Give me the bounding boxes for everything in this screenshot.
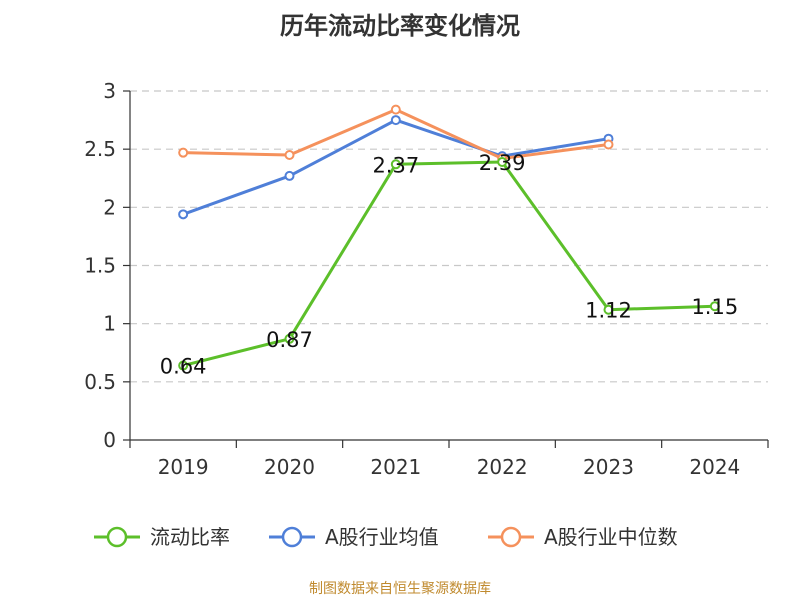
data-point [284,149,295,160]
axes: 0 0.5 1 1.5 2 2.5 3 2019 2020 2021 2022 2023 2024 [84,79,769,479]
series-lines [178,104,720,371]
legend-item[interactable]: A股行业均值 [269,525,439,549]
legend-item[interactable]: A股行业中位数 [488,525,678,549]
data-point [709,301,720,312]
x-tick-label: 2021 [370,455,421,479]
x-tick-label: 2023 [583,455,634,479]
data-label: 1.15 [691,295,738,319]
data-point [284,333,295,344]
y-tick-label: 2 [103,195,116,219]
data-point [390,159,401,170]
chart-source: 制图数据来自恒生聚源数据库 [309,581,491,597]
legend-label: A股行业中位数 [544,525,678,549]
y-tick-label: 0 [103,428,116,452]
data-label: 2.37 [372,153,419,177]
data-point [178,209,189,220]
data-point [390,115,401,126]
legend-label: A股行业均值 [325,525,439,549]
x-tick-label: 2024 [689,455,740,479]
data-point [178,360,189,371]
data-label: 0.64 [160,355,207,379]
legend-marker [281,526,303,548]
x-tick-label: 2020 [264,455,315,479]
legend-marker [500,526,522,548]
legend-label: 流动比率 [150,525,230,549]
data-point [178,147,189,158]
data-labels: 0.64 0.87 2.37 2.39 1.12 1.15 [160,151,738,379]
x-tick-label: 2019 [158,455,209,479]
grid-lines [130,90,768,383]
data-point [603,139,614,150]
y-tick-label: 1 [103,312,116,336]
data-point [390,104,401,115]
legend[interactable]: 流动比率 A股行业均值 A股行业中位数 [94,525,678,549]
data-label: 1.12 [585,299,632,323]
series-line [182,160,715,368]
data-label: 0.87 [266,328,313,352]
data-point [603,304,614,315]
y-tick-label: 1.5 [84,254,116,278]
y-tick-label: 0.5 [84,370,116,394]
y-tick-label: 3 [103,79,116,103]
data-point [497,156,508,167]
x-tick-label: 2022 [477,455,528,479]
data-point [284,170,295,181]
data-label: 2.39 [479,151,526,175]
legend-marker [106,526,128,548]
legend-item[interactable]: 流动比率 [94,525,230,549]
y-tick-label: 2.5 [84,137,116,161]
chart-title: 历年流动比率变化情况 [280,12,520,40]
